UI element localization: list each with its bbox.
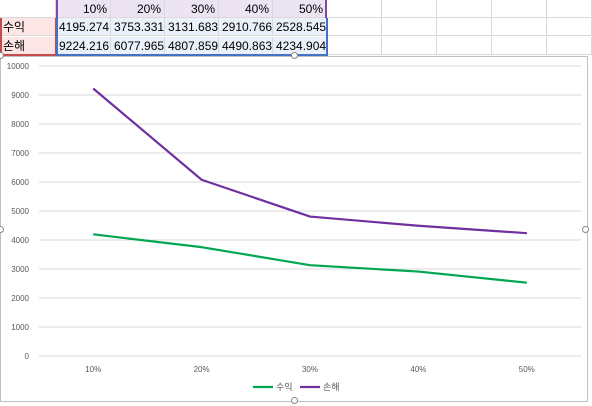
cell-empty[interactable] — [492, 0, 547, 18]
data-cell[interactable]: 4234.904 — [273, 37, 327, 55]
y-tick-label: 1000 — [11, 323, 29, 332]
y-tick-label: 4000 — [11, 236, 29, 245]
data-cell[interactable]: 2528.545 — [273, 18, 327, 36]
x-tick-label: 10% — [85, 365, 101, 374]
cell-empty[interactable] — [437, 18, 492, 36]
row-label-cell[interactable]: 수익 — [0, 18, 56, 36]
x-tick-label: 50% — [519, 365, 535, 374]
cell-empty[interactable] — [327, 18, 382, 36]
data-cell[interactable]: 3753.331 — [111, 18, 165, 36]
header-cell[interactable]: 10% — [56, 0, 111, 18]
y-tick-label: 9000 — [11, 91, 29, 100]
cell-empty[interactable] — [547, 37, 592, 55]
resize-handle[interactable] — [291, 397, 298, 404]
cell-empty[interactable] — [382, 0, 437, 18]
series-name-range-highlight — [56, 0, 327, 18]
cell-empty[interactable] — [327, 37, 382, 55]
cell-empty[interactable] — [547, 18, 592, 36]
resize-handle[interactable] — [582, 226, 589, 233]
y-tick-label: 10000 — [7, 62, 30, 71]
data-row: 수익 4195.274 3753.331 3131.683 2910.766 2… — [0, 18, 592, 37]
data-cell[interactable]: 4490.863 — [219, 37, 273, 55]
x-tick-label: 30% — [302, 365, 318, 374]
x-tick-label: 40% — [410, 365, 426, 374]
resize-handle[interactable] — [291, 52, 298, 59]
spreadsheet-grid: 10% 20% 30% 40% 50% 수익 4195.274 3753.331… — [0, 0, 592, 56]
data-cell[interactable]: 4195.274 — [56, 18, 111, 36]
legend-label: 수익 — [276, 381, 293, 392]
header-cell[interactable]: 50% — [273, 0, 327, 18]
x-tick-label: 20% — [194, 365, 210, 374]
chart-plot: 0 1000 2000 3000 4000 5000 6000 7000 8000 9000 100… — [7, 62, 581, 392]
header-cell[interactable]: 40% — [219, 0, 273, 18]
resize-handle[interactable] — [0, 226, 4, 233]
legend-label: 손해 — [323, 382, 340, 392]
cell-empty[interactable] — [437, 37, 492, 55]
data-cell[interactable]: 6077.965 — [111, 37, 165, 55]
data-row: 손해 9224.216 6077.965 4807.859 4490.863 4… — [0, 37, 592, 56]
header-cell[interactable]: 20% — [111, 0, 165, 18]
data-cell[interactable]: 3131.683 — [165, 18, 219, 36]
y-tick-label: 2000 — [11, 294, 29, 303]
header-row: 10% 20% 30% 40% 50% — [0, 0, 592, 19]
cell-empty[interactable] — [327, 0, 382, 18]
cell-empty[interactable] — [437, 0, 492, 18]
line-chart[interactable]: 0 1000 2000 3000 4000 5000 6000 7000 8000 9000 100… — [0, 56, 588, 402]
data-cell[interactable]: 2910.766 — [219, 18, 273, 36]
cell-empty[interactable] — [382, 37, 437, 55]
y-tick-label: 3000 — [11, 265, 29, 274]
y-tick-label: 5000 — [11, 207, 29, 216]
resize-handle[interactable] — [0, 52, 4, 59]
cell-empty[interactable] — [492, 18, 547, 36]
y-tick-label: 6000 — [11, 178, 29, 187]
cell-empty[interactable] — [0, 0, 56, 18]
cell-empty[interactable] — [382, 18, 437, 36]
y-tick-label: 8000 — [11, 120, 29, 129]
series-line-2 — [92, 87, 527, 235]
y-tick-label: 7000 — [11, 149, 29, 158]
cell-empty[interactable] — [492, 37, 547, 55]
values-range-highlight — [56, 18, 328, 56]
y-tick-label: 0 — [25, 352, 30, 361]
cell-empty[interactable] — [547, 0, 592, 18]
header-cell[interactable]: 30% — [165, 0, 219, 18]
category-range-highlight — [0, 18, 57, 56]
series-line-1 — [93, 233, 527, 284]
